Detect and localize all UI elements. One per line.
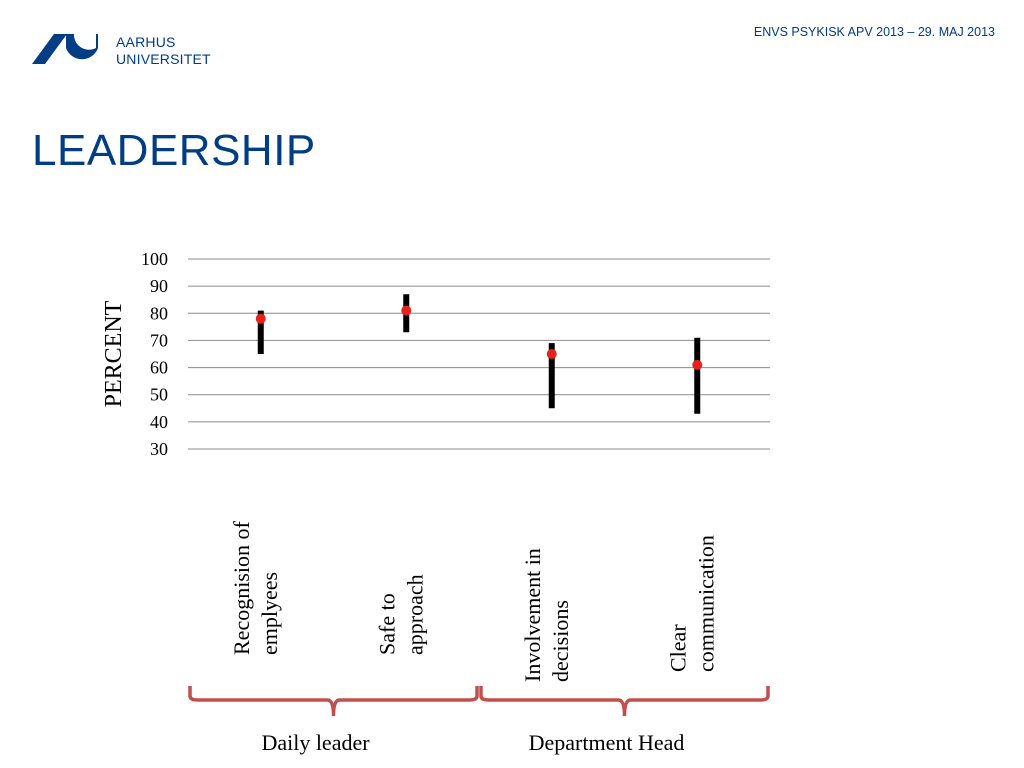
event-header: ENVS PSYKISK APV 2013 – 29. MAJ 2013 — [753, 25, 995, 39]
y-tick-label: 100 — [141, 249, 168, 269]
mean-point — [255, 313, 266, 324]
category-label-line: decisions — [548, 600, 573, 682]
category-label: Safe to approach — [374, 574, 427, 655]
category-label-line: Clear — [665, 624, 690, 672]
category-label: Involvement in decisions — [520, 548, 573, 682]
category-label-line: approach — [402, 574, 427, 655]
brand-line-2: UNIVERSITET — [116, 51, 211, 67]
category-label-line: communication — [693, 535, 718, 672]
y-tick-label: 30 — [150, 439, 168, 459]
group-bracket — [479, 686, 770, 717]
mean-point — [546, 349, 557, 359]
category-label-line: Recognision of — [229, 521, 254, 655]
brand-line-1: AARHUS — [116, 34, 176, 50]
group-label: Department Head — [529, 730, 685, 755]
mean-point — [401, 305, 412, 316]
y-tick-label: 90 — [150, 276, 168, 296]
group-label: Daily leader — [261, 730, 370, 755]
mean-point — [692, 359, 703, 370]
university-brand: AARHUS UNIVERSITET — [116, 34, 211, 68]
category-label-line: Safe to — [374, 593, 399, 655]
y-tick-label: 50 — [150, 385, 168, 405]
category-label-line: Involvement in — [520, 548, 545, 682]
category-label: Recognision of emplyees — [229, 521, 282, 655]
y-axis-label: PERCENT — [101, 300, 127, 407]
y-tick-label: 80 — [150, 303, 168, 323]
y-tick-label: 40 — [150, 412, 168, 432]
group-bracket — [188, 686, 479, 717]
category-label-line: emplyees — [257, 572, 282, 655]
slide-title: LEADERSHIP — [32, 126, 316, 175]
aarhus-university-logo-icon — [32, 34, 98, 64]
y-tick-label: 70 — [150, 330, 168, 350]
y-tick-label: 60 — [150, 358, 168, 378]
category-label: Clear communication — [665, 535, 718, 672]
